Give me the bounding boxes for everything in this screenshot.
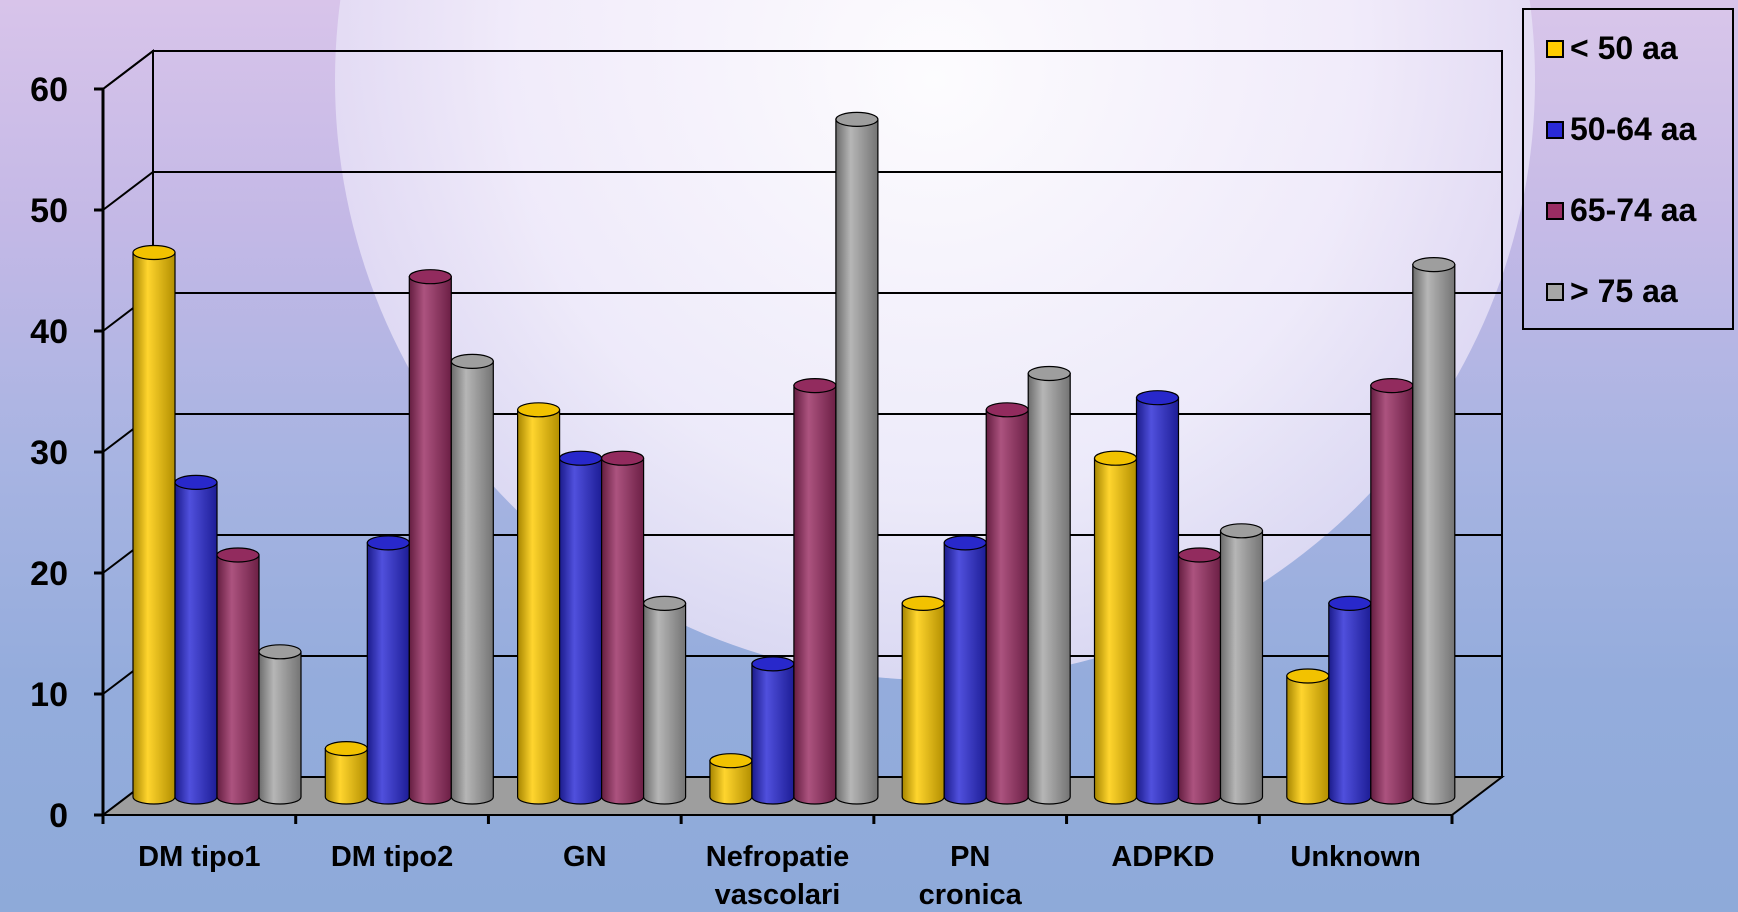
bar (1027, 365, 1071, 805)
bar (132, 244, 176, 805)
y-tick-label: 40 (30, 313, 68, 351)
bar (709, 753, 753, 805)
y-axis-ticks: 0 10 20 30 40 50 60 (30, 71, 103, 835)
legend-item: < 50 aa (1546, 30, 1678, 67)
bar (1370, 378, 1414, 805)
bars (132, 111, 1456, 805)
bar (1412, 257, 1456, 805)
bar (174, 474, 218, 805)
bar (1328, 595, 1372, 805)
bar (1135, 390, 1180, 805)
bar (1177, 547, 1222, 805)
gridline (102, 171, 1502, 211)
bar (985, 402, 1029, 805)
legend-swatch (1546, 39, 1564, 58)
legend-swatch (1546, 201, 1564, 220)
legend-item: 50-64 aa (1546, 111, 1696, 148)
category-label: ADPKD (1111, 841, 1214, 873)
bar (258, 644, 302, 805)
background-circle (335, 0, 1535, 680)
category-label: Unknown (1290, 841, 1421, 873)
bar (324, 740, 368, 805)
legend-label: 65-74 aa (1570, 192, 1697, 228)
bar (901, 595, 945, 805)
y-tick-label: 60 (30, 71, 68, 109)
bar (835, 111, 879, 805)
bar (1286, 668, 1330, 805)
legend-label: < 50 aa (1570, 30, 1678, 66)
bar (751, 656, 795, 805)
bar (1093, 450, 1138, 805)
category-label: DM tipo2 (331, 841, 453, 873)
category-label: Nefropatie vascolari (706, 841, 849, 911)
y-tick-label: 0 (49, 797, 68, 835)
legend-label: > 75 aa (1570, 273, 1678, 309)
bar (1219, 523, 1264, 805)
legend-swatch (1546, 282, 1564, 301)
category-label: GN (563, 841, 607, 873)
bar (366, 535, 410, 805)
legend-item: > 75 aa (1546, 273, 1678, 310)
bar (600, 450, 645, 805)
y-tick-label: 50 (30, 192, 68, 230)
legend: < 50 aa 50-64 aa 65-74 aa > 75 aa (1522, 8, 1734, 330)
bar (450, 353, 494, 805)
x-axis-labels: DM tipo1 DM tipo2 GN Nefropatie vascolari PN c… (101, 815, 1454, 911)
bar (558, 450, 603, 805)
y-tick-label: 10 (30, 676, 68, 714)
bar (216, 547, 260, 805)
legend-swatch (1546, 120, 1564, 139)
y-tick-label: 20 (30, 555, 68, 593)
category-label: DM tipo1 (138, 841, 260, 873)
bar (408, 269, 452, 805)
legend-item: 65-74 aa (1546, 192, 1696, 229)
bar (943, 535, 987, 805)
gridline (102, 50, 1502, 90)
y-tick-label: 30 (30, 434, 68, 472)
legend-label: 50-64 aa (1570, 111, 1697, 147)
bar (793, 378, 837, 805)
bar (642, 595, 687, 805)
category-label: PN cronica (919, 841, 1023, 911)
bar (516, 402, 561, 805)
